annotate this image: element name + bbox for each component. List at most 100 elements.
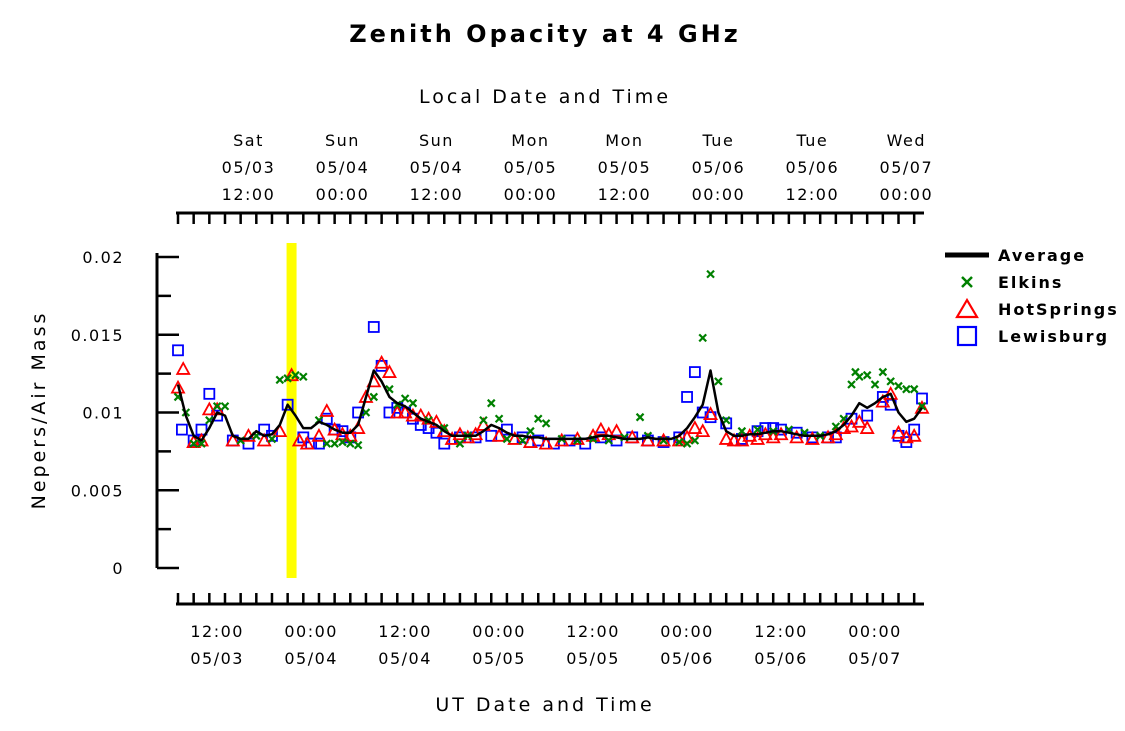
top-tick-label: 12:00 xyxy=(222,185,276,204)
hotsprings-point xyxy=(726,432,742,447)
hotsprings-point xyxy=(389,404,405,419)
elkins-point xyxy=(346,439,355,448)
elkins-point xyxy=(267,434,277,444)
top-tick-label: 00:00 xyxy=(880,185,934,204)
top-tick-label: 00:00 xyxy=(316,185,370,204)
elkins-point xyxy=(455,439,465,448)
hotsprings-point xyxy=(299,435,315,450)
hotsprings-point xyxy=(890,424,907,439)
hotsprings-point xyxy=(175,361,191,375)
hotsprings-point xyxy=(804,431,820,445)
bottom-tick-label: 12:00 xyxy=(190,622,244,641)
bottom-tick-label: 05/05 xyxy=(566,649,620,668)
top-tick-label: Sat xyxy=(233,131,264,150)
legend-item-hotsprings: HotSprings xyxy=(955,297,1119,319)
y-tick-label: 0.02 xyxy=(82,248,124,267)
elkins-point xyxy=(753,425,762,434)
elkins-point xyxy=(870,380,880,389)
series-layer xyxy=(170,269,930,450)
elkins-point xyxy=(917,402,927,411)
bottom-tick-label: 05/04 xyxy=(378,649,432,668)
hotsprings-point xyxy=(291,432,307,447)
legend-triangle-swatch xyxy=(955,297,979,319)
bottom-tick-label: 00:00 xyxy=(848,622,902,641)
top-tick-label: 05/07 xyxy=(880,158,934,177)
bottom-tick-label: 00:00 xyxy=(472,622,526,641)
top-tick-label: Wed xyxy=(887,131,926,150)
bottom-axis-ticks: 12:00 05/03 00:00 05/04 12:00 05/04 00:00 05/05… xyxy=(176,593,916,668)
top-tick-label: Sun xyxy=(419,131,454,150)
elkins-point xyxy=(894,381,903,391)
bottom-tick-label: 00:00 xyxy=(660,622,714,641)
elkins-point xyxy=(502,434,512,444)
elkins-point xyxy=(635,412,645,422)
elkins-point xyxy=(330,439,339,448)
top-tick-label: Tue xyxy=(701,131,734,150)
elkins-point xyxy=(855,372,864,382)
elkins-point xyxy=(486,398,496,408)
hotsprings-point xyxy=(225,432,241,447)
hotsprings-point xyxy=(201,401,217,416)
legend-item-lewisburg: Lewisburg xyxy=(956,325,1109,347)
hotsprings-point xyxy=(695,423,711,438)
elkins-point xyxy=(526,426,535,436)
legend-label: Lewisburg xyxy=(998,327,1109,346)
legend-x-swatch xyxy=(961,276,973,288)
top-tick-label: 00:00 xyxy=(692,185,746,204)
bottom-tick-label: 05/07 xyxy=(848,649,902,668)
series-average xyxy=(176,369,924,442)
elkins-point xyxy=(494,414,504,423)
top-axis-title: Local Date and Time xyxy=(419,86,671,108)
top-tick-label: 12:00 xyxy=(410,185,464,204)
hotsprings-point xyxy=(374,354,390,369)
top-tick-label: 05/03 xyxy=(222,158,276,177)
top-tick-label: Mon xyxy=(511,131,549,150)
elkins-point xyxy=(541,419,551,428)
y-axis-ticks: 0 0.005 0.01 0.015 0.02 xyxy=(71,248,179,578)
top-axis-ticks: Sat 05/03 12:00 Sun 05/04 00:00 Sun 05/04 12:00 M… xyxy=(176,131,934,224)
top-tick-label: Mon xyxy=(605,131,643,150)
legend-item-average: Average xyxy=(945,246,1086,265)
bottom-tick-label: 05/06 xyxy=(660,649,714,668)
hotsprings-point xyxy=(522,434,538,448)
y-tick-label: 0.015 xyxy=(71,326,124,345)
hotsprings-point xyxy=(875,393,891,408)
hotsprings-point xyxy=(452,426,468,441)
elkins-point xyxy=(533,414,543,423)
hotsprings-point xyxy=(428,413,444,428)
legend: Average Elkins HotSprings Lewisburg xyxy=(945,246,1119,347)
elkins-point xyxy=(604,436,614,445)
axes xyxy=(155,211,924,606)
bottom-tick-label: 05/04 xyxy=(284,649,338,668)
elkins-point xyxy=(909,384,919,394)
bottom-tick-label: 12:00 xyxy=(754,622,808,641)
elkins-point xyxy=(698,333,707,343)
hotsprings-point xyxy=(687,420,703,434)
legend-label: Average xyxy=(998,246,1086,265)
lewisburg-point xyxy=(172,344,184,357)
hotsprings-point xyxy=(381,364,397,378)
elkins-point xyxy=(690,436,700,445)
elkins-point xyxy=(189,439,198,448)
lewisburg-point xyxy=(176,423,188,436)
elkins-point xyxy=(299,372,308,382)
top-tick-label: 05/05 xyxy=(504,158,558,177)
legend-label: HotSprings xyxy=(998,300,1119,319)
y-tick-label: 0.01 xyxy=(82,404,124,423)
elkins-point xyxy=(212,402,222,411)
hotsprings-point xyxy=(718,431,734,445)
hotsprings-point xyxy=(397,404,413,419)
hotsprings-point xyxy=(342,427,358,442)
y-tick-label: 0 xyxy=(112,559,124,578)
elkins-point xyxy=(400,394,410,403)
top-tick-label: 00:00 xyxy=(504,185,558,204)
elkins-point xyxy=(353,440,363,450)
elkins-point xyxy=(706,269,715,279)
average-line xyxy=(176,369,924,442)
lewisburg-point xyxy=(367,321,380,333)
hotsprings-point xyxy=(851,413,867,428)
top-tick-label: 05/05 xyxy=(598,158,652,177)
series-lewisburg xyxy=(172,321,928,450)
elkins-point xyxy=(283,374,292,383)
